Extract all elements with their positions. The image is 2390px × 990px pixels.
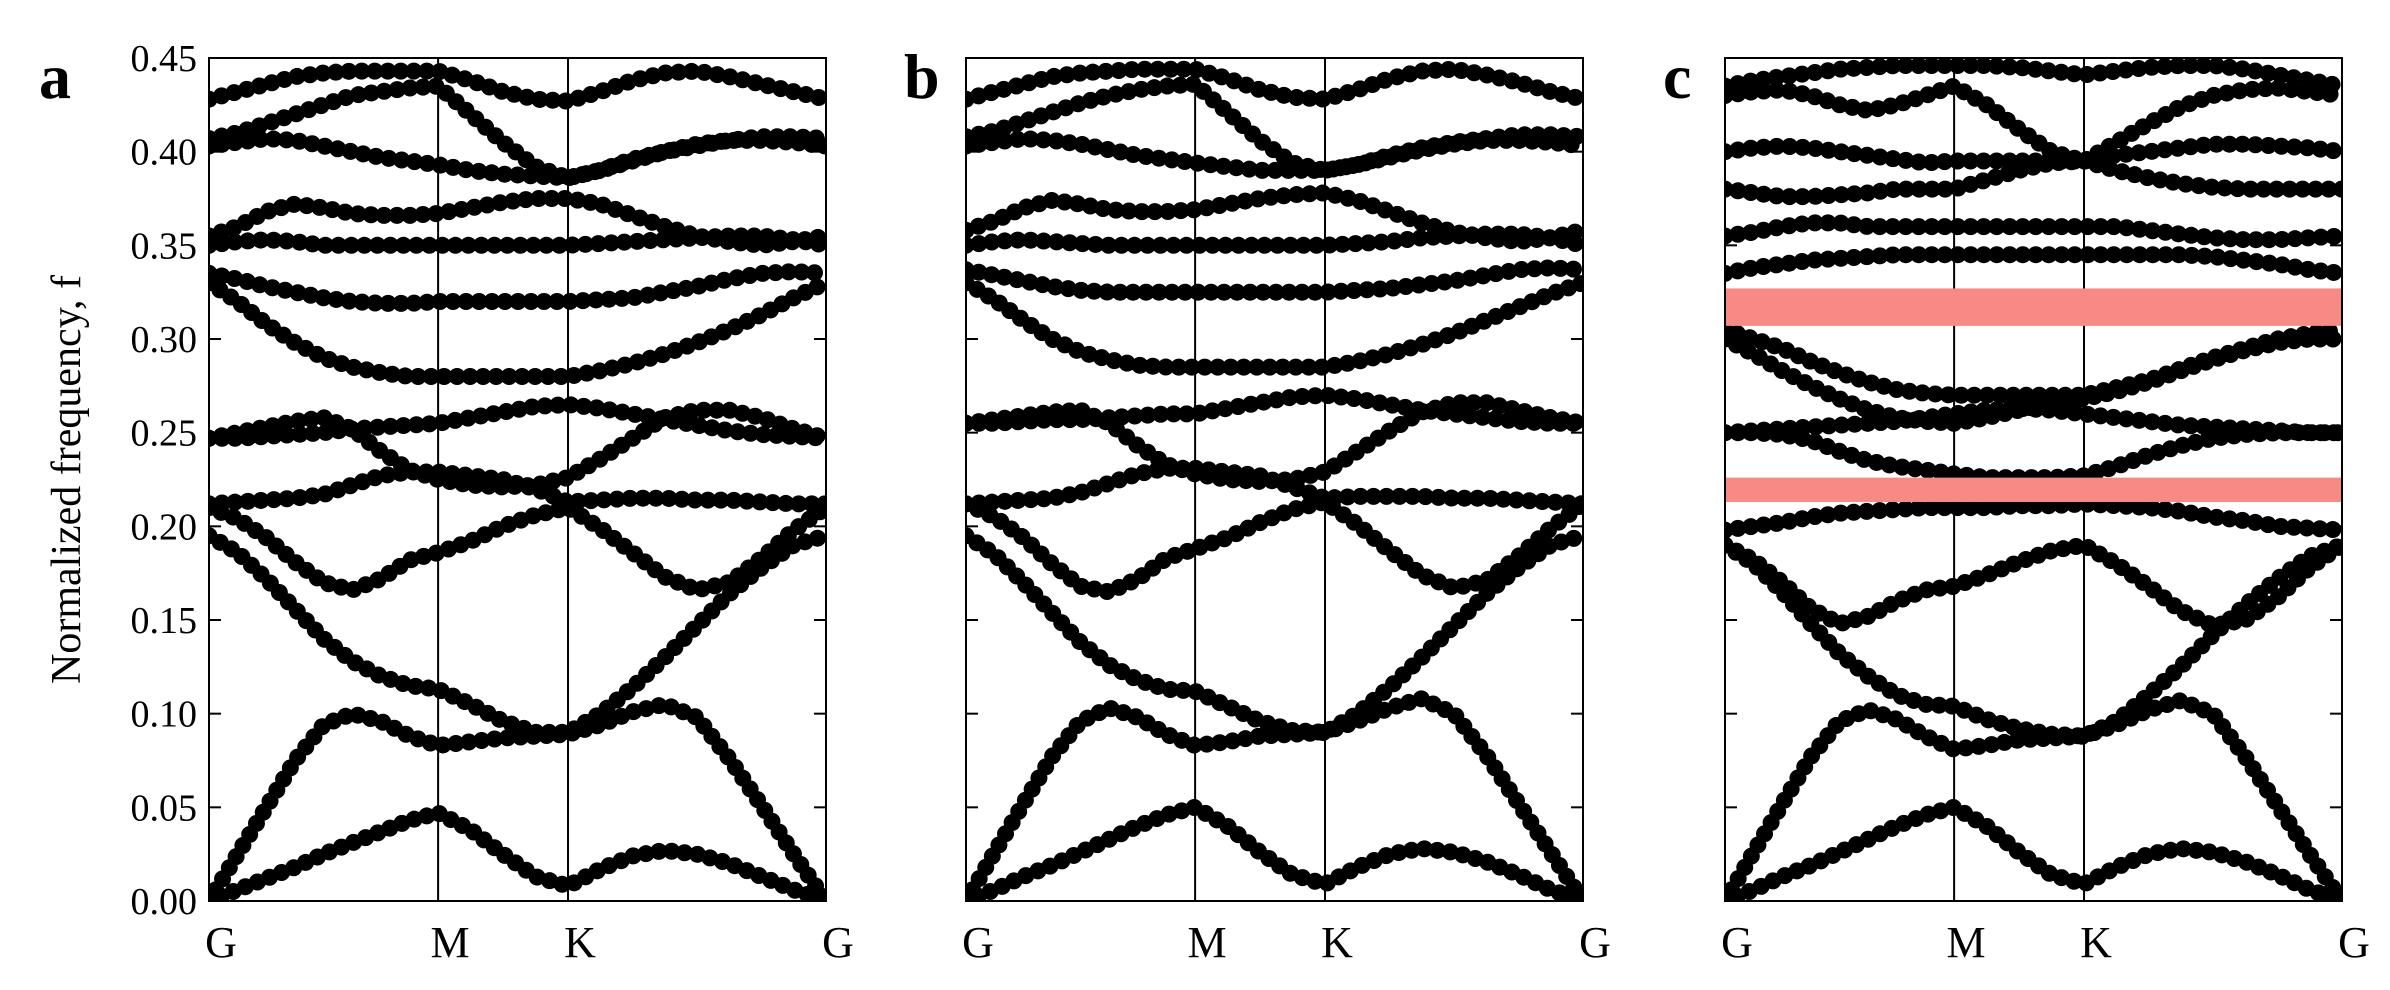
x-tick-label: M <box>431 918 470 967</box>
band <box>209 804 826 901</box>
x-tick-label: M <box>1188 918 1227 967</box>
band <box>1725 321 2342 404</box>
panel: a Normalized frequency, f 0.00 0.05 0.10 0.15… <box>39 38 854 967</box>
panel: c G M K G <box>1663 41 2370 967</box>
band <box>1725 536 2342 745</box>
band <box>1725 214 2342 249</box>
y-tick-label: 0.30 <box>131 319 198 361</box>
band <box>1725 246 2342 282</box>
band <box>1725 135 2342 172</box>
x-tick-label: M <box>1947 918 1986 967</box>
x-tick-label: G <box>822 918 854 967</box>
band <box>1725 495 2342 539</box>
band <box>209 77 826 187</box>
band-gap <box>1725 288 2342 326</box>
band <box>1725 152 2342 206</box>
plot-frame <box>965 57 1584 902</box>
plot-frame <box>1724 57 2343 902</box>
y-tick-label: 0.45 <box>131 38 198 80</box>
y-axis-title: Normalized frequency, f <box>44 275 90 684</box>
band <box>1725 77 2342 170</box>
y-tick-label: 0.10 <box>131 694 198 736</box>
y-tick-label: 0.00 <box>131 881 198 923</box>
x-tick-label: G <box>1721 918 1753 967</box>
band <box>1725 536 2342 635</box>
band <box>209 263 826 312</box>
band <box>966 527 1583 741</box>
band <box>966 60 1583 108</box>
band <box>209 396 826 447</box>
x-tick-label: K <box>1321 918 1353 967</box>
y-tick-label: 0.15 <box>131 600 198 642</box>
plot-frame <box>208 57 827 902</box>
y-tick-label: 0.25 <box>131 413 198 455</box>
x-tick-label: K <box>2080 918 2112 967</box>
x-tick-label: K <box>564 918 596 967</box>
band <box>209 190 826 254</box>
band <box>966 690 1583 901</box>
band <box>966 259 1583 301</box>
band <box>966 798 1583 901</box>
x-tick-label: G <box>1579 918 1611 967</box>
band <box>209 527 826 741</box>
band <box>966 274 1583 376</box>
band <box>1725 692 2342 901</box>
y-tick-label: 0.05 <box>131 787 198 829</box>
panel-label: b <box>904 41 940 112</box>
band <box>209 274 826 385</box>
x-tick-label: G <box>962 918 994 967</box>
band <box>1725 424 2342 487</box>
band <box>209 499 826 599</box>
band <box>209 401 826 496</box>
band <box>209 62 826 110</box>
y-tick-label: 0.20 <box>131 506 198 548</box>
band-gap <box>1725 477 2342 502</box>
band <box>966 184 1583 251</box>
panel-label: c <box>1663 41 1691 112</box>
band <box>1725 798 2342 901</box>
panel: b G M K G <box>904 41 1611 967</box>
band <box>209 695 826 901</box>
panel-label: a <box>39 41 71 112</box>
band <box>966 386 1583 432</box>
y-tick-label: 0.35 <box>131 225 198 267</box>
band <box>966 394 1583 490</box>
x-tick-label: G <box>2338 918 2370 967</box>
band <box>966 493 1583 601</box>
band <box>966 75 1583 179</box>
band <box>1725 58 2342 95</box>
y-tick-label: 0.40 <box>131 132 198 174</box>
x-tick-label: G <box>205 918 237 967</box>
